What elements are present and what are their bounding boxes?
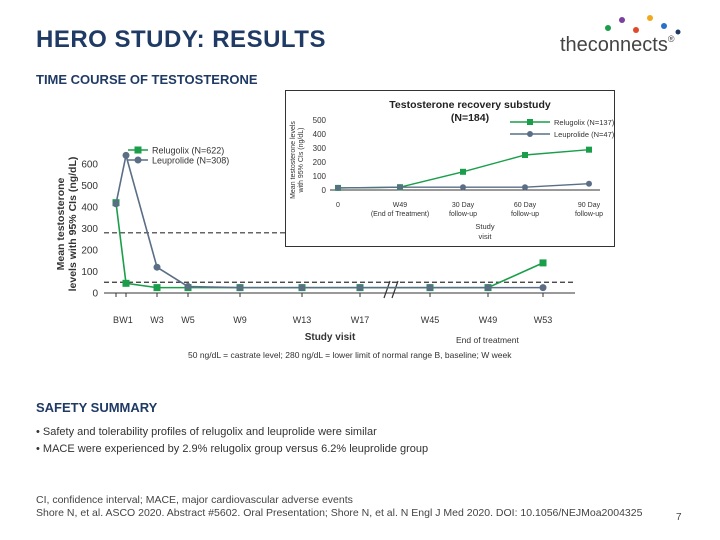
main-chart-series: Relugolix (N=622)Leuprolide (N=308) <box>112 146 547 292</box>
inset-ytick-label: 100 <box>313 172 327 181</box>
leuprolide-point <box>426 284 434 292</box>
main-xtick-label: W17 <box>351 315 370 325</box>
inset-xtick-label: 60 Day <box>514 202 537 209</box>
inset-chart: Testosterone recovery substudy(N=184) 0 10… <box>313 99 615 241</box>
main-chart-footnote: 50 ng/dL = castrate level; 280 ng/dL = l… <box>188 350 512 360</box>
main-ytick-label: 200 <box>81 246 98 257</box>
inset-legend-marker <box>527 119 533 125</box>
main-series-line-leuprolide <box>115 155 543 289</box>
section-safety: SAFETY SUMMARY <box>36 400 158 415</box>
inset-legend-label: Relugolix (N=137) <box>554 118 615 127</box>
inset-ylabel-line-2: with 95% CIs (ng/dL) <box>298 127 305 193</box>
inset-ytick-label: 500 <box>313 116 327 125</box>
inset-leuprolide-point <box>397 184 403 191</box>
inset-ytick-label: 300 <box>313 144 327 153</box>
main-xtick-label: W53 <box>534 315 553 325</box>
main-legend-label: Leuprolide (N=308) <box>152 156 229 166</box>
inset-xtick-label: 90 Day <box>578 202 601 209</box>
relugolix-point <box>122 279 130 287</box>
inset-leuprolide-point <box>335 184 341 191</box>
main-xlabel: Study visit <box>305 332 356 343</box>
main-xtick-label: W9 <box>233 315 247 325</box>
footnote: CI, confidence interval; MACE, major car… <box>36 494 642 520</box>
main-xtick-label: W3 <box>150 315 164 325</box>
inset-leuprolide-point <box>586 180 592 187</box>
main-ytick-label: 100 <box>81 267 98 278</box>
main-xtick-label: W1 <box>119 315 133 325</box>
inset-legend-label: Leuprolide (N=47) <box>554 130 615 139</box>
inset-title-line: Testosterone recovery substudy <box>389 99 551 111</box>
inset-ytick-label: 0 <box>322 186 327 195</box>
main-ytick-label: 0 <box>92 289 98 300</box>
inset-relugolix-point <box>460 168 466 175</box>
main-xtick-label: W49 <box>479 315 498 325</box>
inset-chart-series: Relugolix (N=137) Leuprolide (N=47) <box>335 118 615 191</box>
inset-xtick-label: follow-up <box>575 211 603 218</box>
relugolix-point <box>153 284 161 292</box>
inset-ylabel-line-1: Mean testosterone levels <box>290 121 297 199</box>
inset-ytick-label: 400 <box>313 130 327 139</box>
inset-series-line-relugolix <box>337 148 590 189</box>
end-of-treatment-label: End of treatment <box>456 335 519 345</box>
leuprolide-point <box>112 200 120 208</box>
bullet-item: • Safety and tolerability profiles of re… <box>36 426 377 438</box>
bullet-item: • MACE were experienced by 2.9% relugoli… <box>36 443 429 455</box>
leuprolide-point <box>356 284 364 292</box>
footnote-abbrev: CI, confidence interval; MACE, major car… <box>36 494 353 506</box>
inset-ytick-label: 200 <box>313 158 327 167</box>
leuprolide-point <box>298 284 306 292</box>
safety-bullets: • Safety and tolerability profiles of re… <box>36 424 428 458</box>
main-ytick-label: 600 <box>81 160 98 171</box>
inset-xtick-label: 0 <box>336 202 340 209</box>
logo-dots-icon <box>605 15 681 35</box>
inset-xtick-label: follow-up <box>511 211 539 218</box>
inset-leuprolide-point <box>522 184 528 191</box>
inset-xtick-label: follow-up <box>449 211 477 218</box>
leuprolide-point <box>184 283 192 291</box>
theconnects-logo[interactable]: theconnects® <box>560 15 681 57</box>
main-ytick-label: 500 <box>81 181 98 192</box>
axis-break-mark <box>383 280 391 299</box>
inset-xtick-label: (End of Treatment) <box>371 211 429 218</box>
logo-text: theconnects <box>560 34 668 56</box>
relugolix-point <box>539 259 547 267</box>
section-time-course: TIME COURSE OF TESTOSTERONE <box>36 72 258 87</box>
inset-xlabel: visit <box>479 232 493 241</box>
leuprolide-point <box>484 284 492 292</box>
leuprolide-point <box>236 284 244 292</box>
main-xtick-label: B <box>113 315 119 325</box>
leuprolide-point <box>122 151 130 159</box>
leuprolide-point <box>539 284 547 292</box>
inset-chart-axes: Testosterone recovery substudy(N=184) 0 10… <box>313 99 603 241</box>
main-ytick-label: 400 <box>81 203 98 214</box>
inset-xtick-label: 30 Day <box>452 202 475 209</box>
main-xtick-label: W13 <box>293 315 312 325</box>
logo-trademark: ® <box>667 34 675 44</box>
inset-xtick-label: W49 <box>393 202 408 209</box>
inset-relugolix-point <box>586 146 592 153</box>
main-legend-marker <box>134 146 142 154</box>
page-title: HERO STUDY: RESULTS <box>36 26 326 53</box>
main-xtick-label: W45 <box>421 315 440 325</box>
main-ytick-label: 300 <box>81 224 98 235</box>
inset-chart-box <box>285 90 615 247</box>
main-legend-marker <box>134 156 142 164</box>
page-number: 7 <box>676 512 682 523</box>
inset-xlabel: Study <box>475 222 494 231</box>
axis-break-mark <box>391 280 399 299</box>
main-legend-label: Relugolix (N=622) <box>152 146 224 156</box>
inset-legend-marker <box>527 131 533 137</box>
inset-relugolix-point <box>522 152 528 158</box>
footnote-references: Shore N, et al. ASCO 2020. Abstract #560… <box>36 507 643 519</box>
inset-title-line: (N=184) <box>451 112 489 124</box>
main-xtick-label: W5 <box>181 315 195 325</box>
leuprolide-point <box>153 263 161 271</box>
inset-leuprolide-point <box>460 184 466 191</box>
